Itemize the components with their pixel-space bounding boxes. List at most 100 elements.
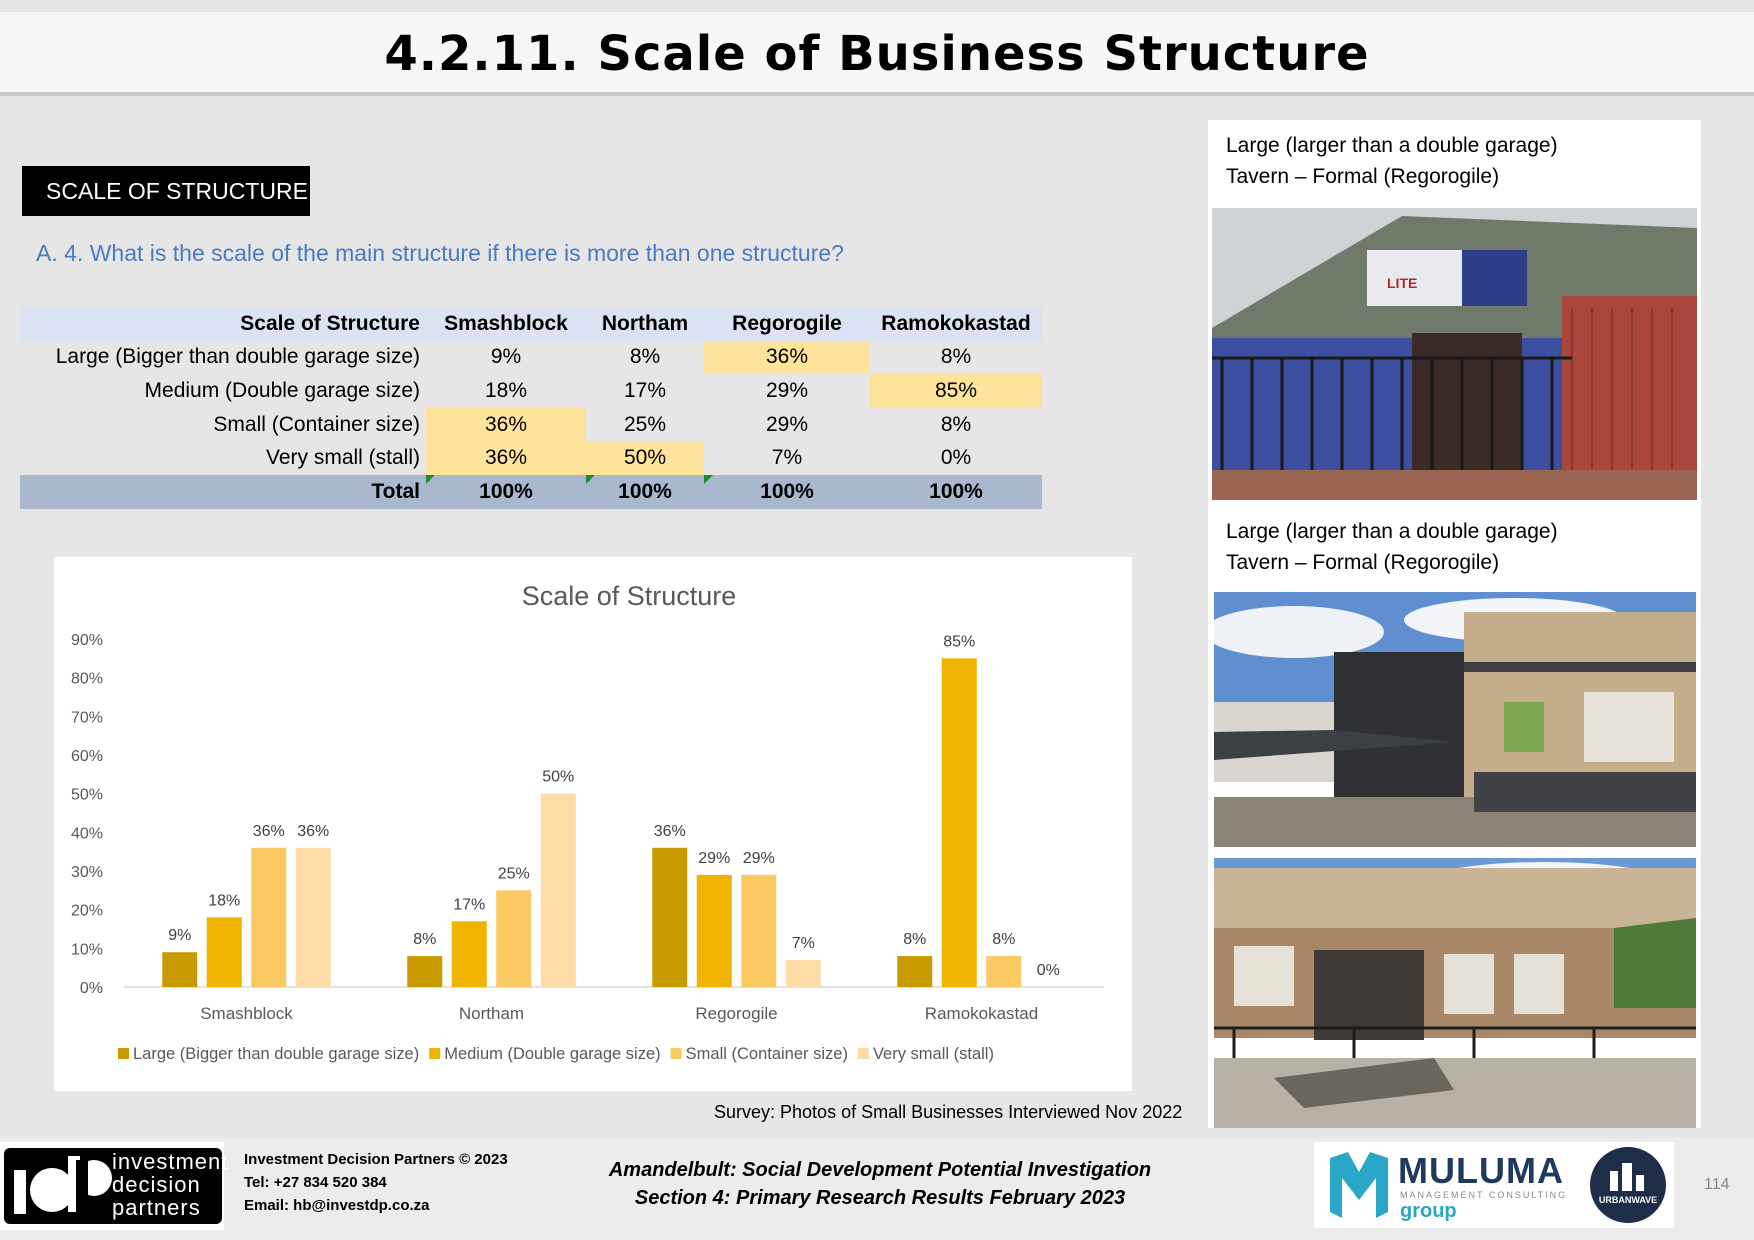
legend-label: Small (Container size): [686, 1045, 848, 1063]
table-row-label: Small (Container size): [213, 412, 420, 436]
table-header: Northam: [586, 307, 704, 341]
y-tick-label: 50%: [71, 787, 103, 804]
x-tick-label: Regorogile: [695, 1004, 777, 1023]
muluma-group: group: [1400, 1200, 1457, 1222]
bar: [251, 847, 287, 987]
bar: [451, 921, 487, 987]
data-label: 36%: [654, 823, 686, 840]
data-label: 8%: [903, 931, 926, 948]
page-header: 4.2.11. Scale of Business Structure: [0, 12, 1754, 96]
survey-question: A. 4. What is the scale of the main stru…: [36, 240, 844, 266]
table-cell: 36%: [426, 407, 586, 442]
data-label: 50%: [542, 769, 574, 786]
page-title: 4.2.11. Scale of Business Structure: [384, 26, 1370, 82]
bar: [696, 874, 732, 987]
table-row-label: Medium (Double garage size): [144, 378, 420, 402]
contact-info: Investment Decision Partners © 2023 Tel:…: [244, 1148, 508, 1217]
bar: [162, 952, 198, 987]
x-tick-label: Smashblock: [200, 1004, 293, 1023]
photo-caption-line: Large (larger than a double garage): [1226, 134, 1558, 157]
table-header: Scale of Structure: [20, 307, 426, 341]
chart-container: Scale of Structure 0% 10% 20% 30% 40% 50% 60% 7…: [54, 557, 1132, 1091]
y-tick-label: 60%: [71, 748, 103, 765]
bar: [897, 956, 933, 987]
report-title-line: Section 4: Primary Research Results Febr…: [634, 1187, 1126, 1209]
section-label: SCALE OF STRUCTURE: [22, 166, 310, 216]
data-label: 18%: [208, 892, 240, 909]
tavern-photo-3: [1214, 858, 1696, 1128]
y-tick-label: 30%: [71, 864, 103, 881]
idp-logo-word: decision: [112, 1172, 201, 1197]
y-tick-label: 10%: [71, 941, 103, 958]
legend-swatch: [670, 1048, 682, 1059]
tavern-photo-1: LITE: [1212, 208, 1697, 500]
y-tick-label: 0%: [80, 980, 103, 997]
data-label: 8%: [413, 931, 436, 948]
table-cell: 50%: [586, 441, 704, 475]
report-title-line: Amandelbult: Social Development Potentia…: [608, 1159, 1152, 1181]
data-label: 36%: [297, 823, 329, 840]
idp-logo: [4, 1148, 222, 1224]
table-cell: 85%: [870, 374, 1042, 408]
x-tick-label: Ramokokastad: [925, 1004, 1038, 1023]
urbanwave-text: URBANWAVE: [1599, 1195, 1657, 1205]
data-label: 8%: [992, 931, 1015, 948]
x-tick-label: Northam: [459, 1004, 524, 1023]
y-tick-label: 90%: [71, 632, 103, 649]
chart-title: Scale of Structure: [522, 581, 737, 611]
table-cell: 18%: [484, 378, 528, 402]
table-row: Large (Bigger than double garage size) 9…: [20, 340, 1042, 375]
table-row: Small (Container size) 36% 25% 29% 8%: [20, 407, 1042, 442]
bar: [206, 917, 242, 987]
report-title: Amandelbult: Social Development Potentia…: [560, 1156, 1200, 1212]
legend-swatch: [118, 1048, 129, 1059]
table-cell: 25%: [623, 412, 667, 436]
photo-caption-line: Large (larger than a double garage): [1226, 520, 1558, 543]
bar: [295, 847, 331, 987]
legend-swatch: [857, 1048, 869, 1059]
page-number: 114: [1704, 1176, 1730, 1193]
table-total-cell: 100%: [426, 474, 586, 509]
bar: [407, 956, 443, 987]
source-note: Survey: Photos of Small Businesses Inter…: [714, 1102, 1183, 1122]
legend-label: Medium (Double garage size): [444, 1045, 660, 1063]
legend-label: Large (Bigger than double garage size): [133, 1045, 419, 1063]
table-cell: 17%: [623, 378, 667, 402]
bar: [741, 874, 777, 987]
bar: [496, 890, 532, 987]
tavern-photo-2: [1214, 592, 1696, 847]
data-label: 29%: [698, 850, 730, 867]
data-label: 29%: [743, 850, 775, 867]
photo-caption: Large (larger than a double garage) Tave…: [1226, 516, 1558, 578]
urbanwave-logo: URBANWAVE: [1590, 1147, 1666, 1223]
table-cell: 7%: [771, 446, 803, 470]
muluma-icon: [1330, 1152, 1388, 1218]
photo-panel: Large (larger than a double garage) Tave…: [1208, 120, 1701, 1128]
company-name: Investment Decision Partners © 2023: [244, 1151, 508, 1168]
company-tel: Tel: +27 834 520 384: [244, 1174, 387, 1191]
table-cell: 29%: [765, 378, 809, 402]
table-cell: 9%: [490, 345, 522, 369]
y-tick-label: 20%: [71, 903, 103, 920]
data-label: 25%: [498, 865, 530, 882]
bar: [540, 793, 576, 987]
table-cell: 36%: [704, 340, 870, 375]
table-header: Ramokokastad: [870, 307, 1042, 341]
idp-logo-word: investment: [112, 1149, 229, 1174]
legend-swatch: [429, 1048, 441, 1059]
data-label: 17%: [453, 896, 485, 913]
data-label: 9%: [168, 927, 191, 944]
data-label: 7%: [792, 935, 815, 952]
table-cell: 29%: [765, 412, 809, 436]
muluma-subtitle: MANAGEMENT CONSULTING: [1400, 1190, 1568, 1200]
table-header: Regorogile: [704, 307, 870, 341]
table-row: Very small (stall) 36% 50% 7% 0%: [20, 441, 1042, 475]
table-cell: 8%: [629, 345, 661, 369]
photo-caption-line: Tavern – Formal (Regorogile): [1226, 165, 1500, 188]
table-total-cell: 100%: [704, 474, 870, 509]
bar: [986, 956, 1022, 987]
bar: [941, 658, 977, 987]
sign-text: LITE: [1387, 275, 1417, 291]
table-cell: 36%: [426, 441, 586, 475]
idp-logo-word: partners: [112, 1195, 201, 1220]
